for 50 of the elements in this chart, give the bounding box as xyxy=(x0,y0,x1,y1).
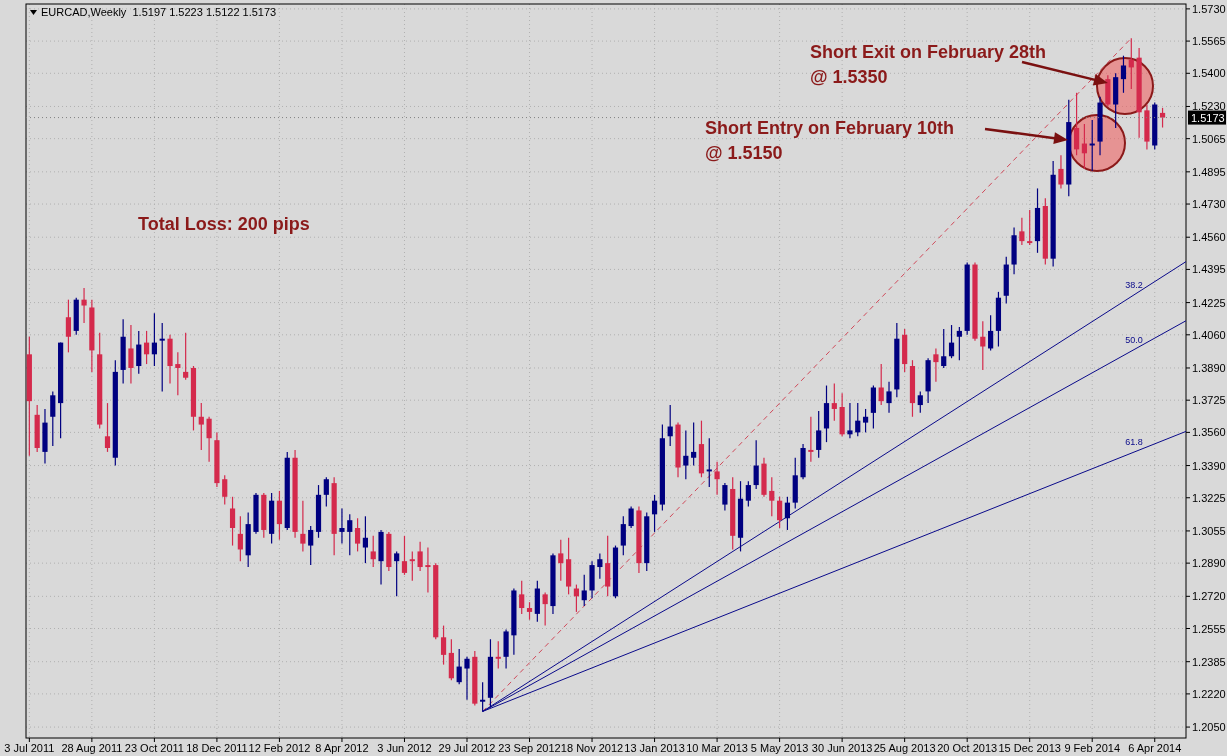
series-label: 61.8 xyxy=(1125,437,1143,448)
y-tick-label: 1.4225 xyxy=(1192,296,1226,309)
annotation: Short Exit on February 28th @ 1.5350 xyxy=(810,42,1047,87)
y-tick-label: 1.3055 xyxy=(1192,524,1226,537)
y-tick-label: 1.3725 xyxy=(1192,394,1226,407)
y-tick-label: 1.4395 xyxy=(1192,263,1226,276)
y-tick-label: 1.3390 xyxy=(1192,459,1226,472)
x-tick-label: 13 Jan 2013 xyxy=(624,742,685,754)
series-label: 38.2 xyxy=(1125,279,1143,290)
y-tick-label: 1.5230 xyxy=(1192,100,1226,113)
y-tick-label: 1.2385 xyxy=(1192,655,1226,668)
series-label: 50.0 xyxy=(1125,334,1143,345)
x-tick-label: 3 Jun 2012 xyxy=(377,742,432,754)
x-tick-label: 25 Aug 2013 xyxy=(873,742,936,754)
y-tick-label: 1.5400 xyxy=(1192,67,1226,80)
x-tick-label: 29 Jul 2012 xyxy=(438,742,496,754)
chart-title: EURCAD,Weekly 1.5197 1.5223 1.5122 1.5173 xyxy=(41,6,277,18)
ref-line-label: 1.5173 xyxy=(1191,111,1225,124)
y-tick-label: 1.4895 xyxy=(1192,165,1226,178)
x-tick-label: 23 Oct 2011 xyxy=(124,742,184,754)
x-tick-label: 20 Oct 2013 xyxy=(937,742,998,754)
x-tick-label: 23 Sep 2012 xyxy=(498,742,561,754)
y-tick-label: 1.2890 xyxy=(1192,557,1226,570)
y-tick-label: 1.3225 xyxy=(1192,491,1226,504)
y-tick-label: 1.5565 xyxy=(1192,35,1226,48)
x-tick-label: 10 Mar 2013 xyxy=(686,742,748,754)
x-tick-label: 6 Apr 2014 xyxy=(1128,742,1182,754)
y-tick-label: 1.2220 xyxy=(1192,687,1226,700)
y-tick-label: 1.4730 xyxy=(1192,198,1226,211)
y-tick-label: 1.5730 xyxy=(1192,2,1226,15)
x-tick-label: 18 Dec 2011 xyxy=(186,742,248,754)
y-tick-label: 1.2555 xyxy=(1192,622,1226,635)
x-tick-label: 30 Jun 2013 xyxy=(811,742,873,754)
x-tick-label: 5 May 2013 xyxy=(750,742,809,754)
annotation: Total Loss: 200 pips xyxy=(138,214,310,234)
y-tick-label: 1.3560 xyxy=(1192,426,1226,439)
x-tick-label: 8 Apr 2012 xyxy=(315,742,369,754)
y-tick-label: 1.4560 xyxy=(1192,231,1226,244)
x-tick-label: 15 Dec 2013 xyxy=(998,742,1061,754)
y-tick-label: 1.4060 xyxy=(1192,328,1226,341)
x-tick-label: 3 Jul 2011 xyxy=(4,742,55,754)
y-tick-label: 1.2720 xyxy=(1192,590,1226,603)
x-tick-label: 9 Feb 2014 xyxy=(1064,742,1121,754)
y-tick-label: 1.3890 xyxy=(1192,361,1226,374)
annotation: Short Entry on February 10th @ 1.5150 xyxy=(705,118,955,163)
y-tick-label: 1.2050 xyxy=(1192,721,1226,734)
y-tick-label: 1.5065 xyxy=(1192,132,1226,145)
x-tick-label: 12 Feb 2012 xyxy=(248,742,311,754)
x-tick-label: 28 Aug 2011 xyxy=(61,742,123,754)
x-tick-label: 18 Nov 2012 xyxy=(560,742,624,754)
